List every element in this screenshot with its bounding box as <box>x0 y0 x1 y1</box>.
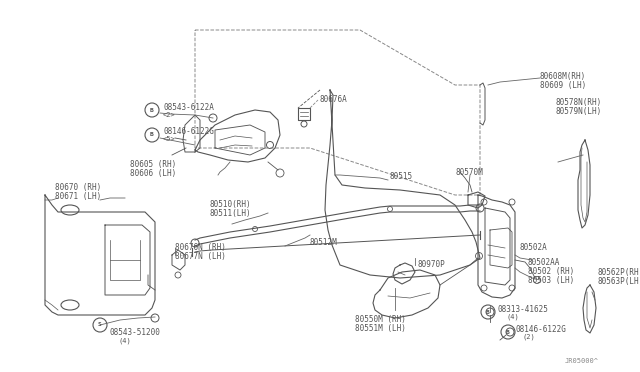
Text: JR05000^: JR05000^ <box>565 358 599 364</box>
Text: 08313-41625: 08313-41625 <box>498 305 549 314</box>
Text: 80562P(RH): 80562P(RH) <box>598 268 640 277</box>
Text: 80608M(RH): 80608M(RH) <box>540 72 586 81</box>
Text: 80502A: 80502A <box>520 243 548 252</box>
Text: 80670 (RH): 80670 (RH) <box>55 183 101 192</box>
Text: 80511(LH): 80511(LH) <box>210 209 252 218</box>
Text: 08146-6122G: 08146-6122G <box>515 325 566 334</box>
Text: <2>: <2> <box>163 112 176 118</box>
Text: 80579N(LH): 80579N(LH) <box>555 107 601 116</box>
Text: 80570M: 80570M <box>455 168 483 177</box>
Text: 80502 (RH): 80502 (RH) <box>528 267 574 276</box>
Text: 08543-6122A: 08543-6122A <box>163 103 214 112</box>
Text: 80970P: 80970P <box>418 260 445 269</box>
Text: (2): (2) <box>523 334 536 340</box>
Text: 80609 (LH): 80609 (LH) <box>540 81 586 90</box>
Text: 80512M: 80512M <box>310 238 338 247</box>
Text: 80563P(LH): 80563P(LH) <box>598 277 640 286</box>
Text: B: B <box>150 132 154 138</box>
Text: 80510(RH): 80510(RH) <box>210 200 252 209</box>
Text: S: S <box>98 323 102 327</box>
Text: 80605 (RH): 80605 (RH) <box>130 160 176 169</box>
Text: B: B <box>486 310 490 314</box>
Text: 80606 (LH): 80606 (LH) <box>130 169 176 178</box>
Text: B: B <box>150 108 154 112</box>
Text: 80503 (LH): 80503 (LH) <box>528 276 574 285</box>
Text: 80578N(RH): 80578N(RH) <box>555 98 601 107</box>
Text: 80671 (LH): 80671 (LH) <box>55 192 101 201</box>
Text: (4): (4) <box>118 337 131 343</box>
Text: 08146-6122G: 08146-6122G <box>163 127 214 136</box>
Text: 08543-51200: 08543-51200 <box>110 328 161 337</box>
Text: (4): (4) <box>506 314 519 321</box>
Text: 80676A: 80676A <box>320 95 348 104</box>
Text: 80676N (RH): 80676N (RH) <box>175 243 226 252</box>
Text: 80677N (LH): 80677N (LH) <box>175 252 226 261</box>
Text: B: B <box>506 330 510 334</box>
Text: <5>: <5> <box>163 136 176 142</box>
Text: 80551M (LH): 80551M (LH) <box>355 324 406 333</box>
Text: 80550M (RH): 80550M (RH) <box>355 315 406 324</box>
Text: 80502AA: 80502AA <box>528 258 561 267</box>
Text: 80515: 80515 <box>390 172 413 181</box>
